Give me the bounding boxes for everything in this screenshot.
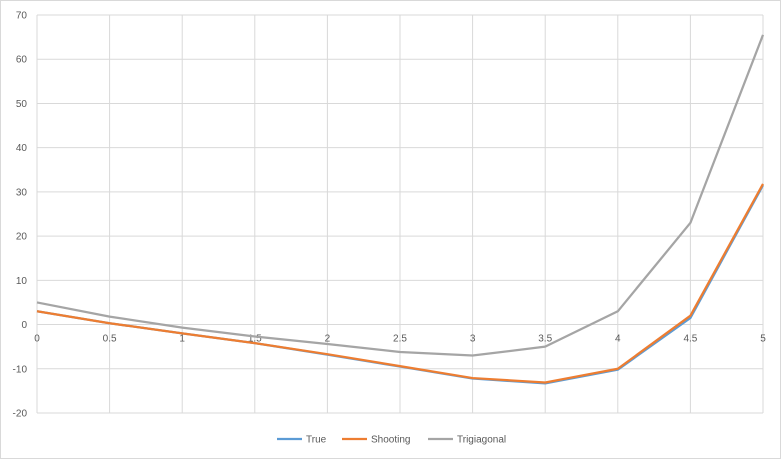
legend-item-true: True (277, 435, 327, 446)
y-tick-label: 30 (16, 187, 28, 198)
y-tick-label: 50 (16, 99, 28, 110)
y-tick-label: 10 (16, 276, 28, 287)
x-tick-label: 4.5 (683, 334, 697, 345)
x-tick-label: 3.5 (538, 334, 552, 345)
legend-item-shooting: Shooting (342, 435, 410, 446)
legend-label: True (306, 435, 327, 446)
x-tick-label: 0 (34, 334, 40, 345)
series-line-shooting (36, 183, 764, 384)
legend-label: Trigiagonal (457, 435, 506, 446)
x-tick-label: 1 (179, 334, 185, 345)
gridlines (36, 14, 764, 414)
y-tick-label: 0 (21, 320, 27, 331)
x-tick-label: 2.5 (393, 334, 407, 345)
x-tick-label: 3 (470, 334, 476, 345)
series-lines (36, 34, 765, 385)
y-tick-label: 60 (16, 55, 28, 66)
x-axis-tick-labels: 0 0.5 1 1.5 2 2.5 3 3.5 4 4.5 5 (34, 334, 766, 345)
y-tick-label: 40 (16, 143, 28, 154)
legend-label: Shooting (371, 435, 410, 446)
y-axis-tick-labels: -20 -10 0 10 20 30 40 50 60 70 (13, 11, 28, 420)
x-tick-label: 1.5 (248, 334, 262, 345)
y-tick-label: -10 (13, 364, 28, 375)
x-tick-label: 2 (325, 334, 331, 345)
y-tick-label: -20 (13, 409, 28, 420)
x-tick-label: 5 (760, 334, 766, 345)
x-tick-label: 0.5 (103, 334, 117, 345)
y-tick-label: 20 (16, 232, 28, 243)
series-line-trigiagonal (36, 34, 765, 357)
x-tick-label: 4 (615, 334, 621, 345)
y-tick-label: 70 (16, 11, 28, 22)
legend: True Shooting Trigiagonal (277, 435, 506, 446)
legend-item-trigiagonal: Trigiagonal (428, 435, 506, 446)
